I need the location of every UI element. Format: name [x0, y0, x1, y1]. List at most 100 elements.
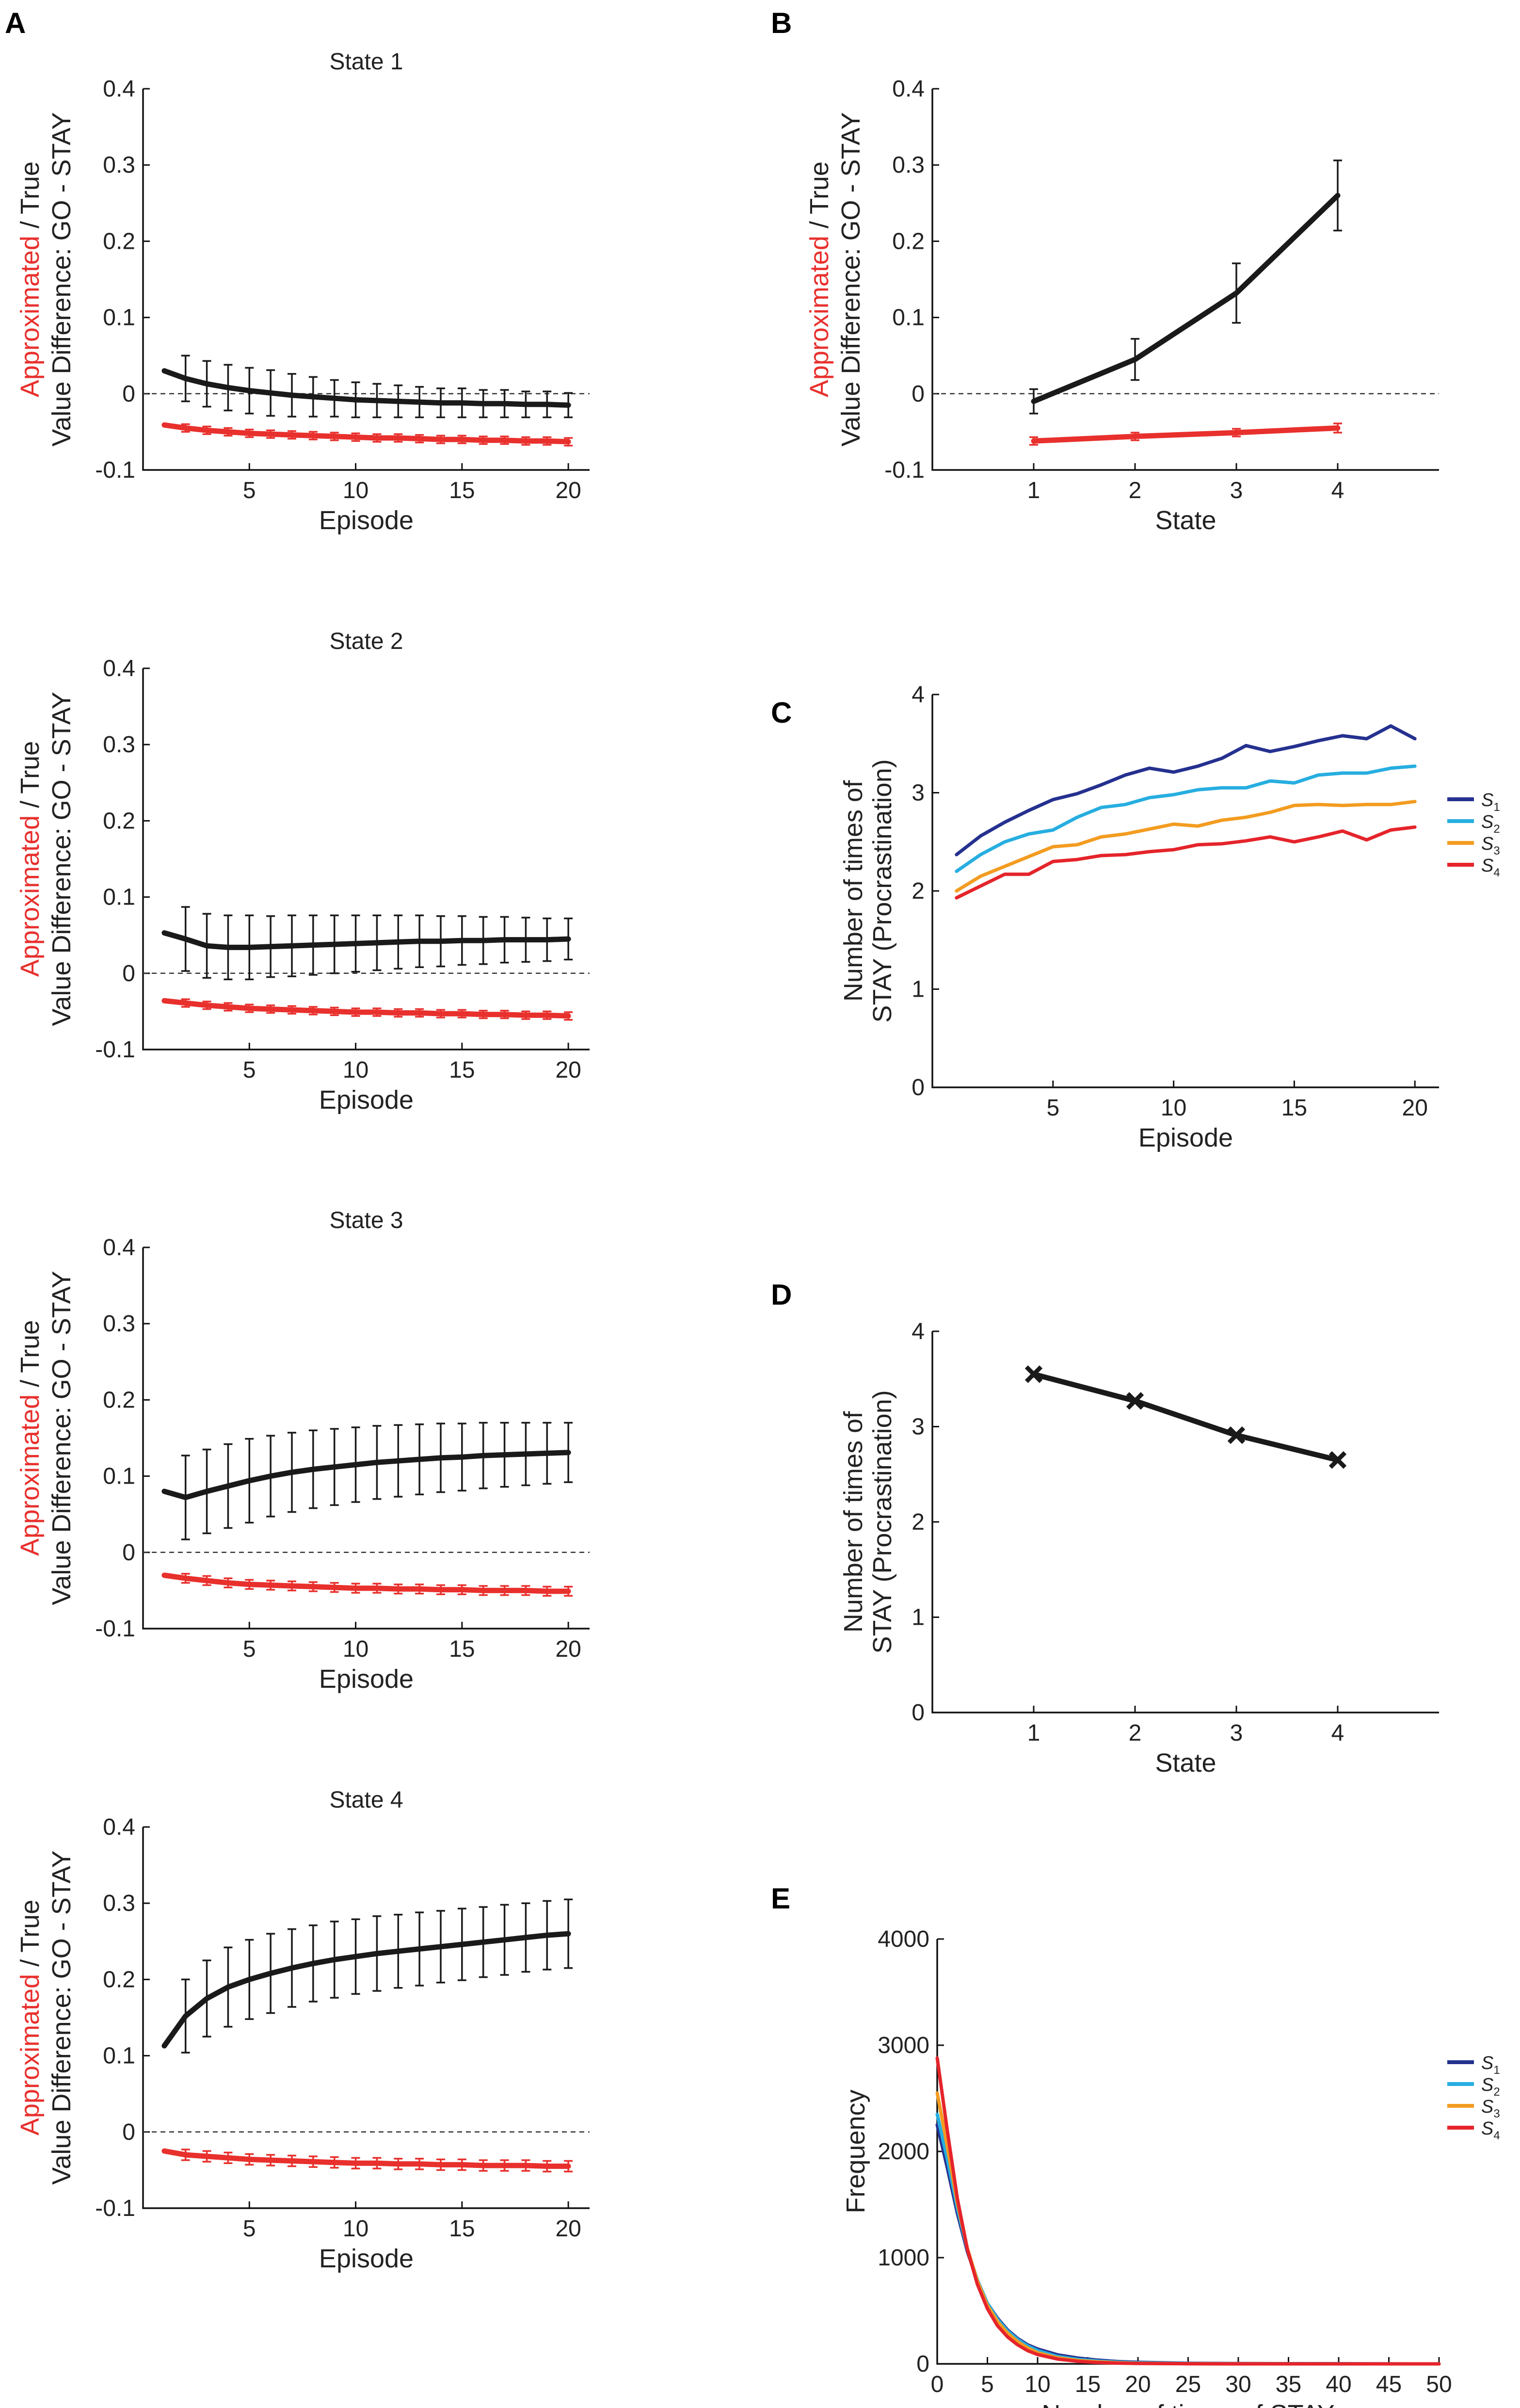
y-tick-label: 0.3: [103, 1891, 135, 1916]
error-bar: [372, 383, 382, 419]
error-bar: [479, 2159, 488, 2172]
y-tick-label: -0.1: [95, 457, 135, 483]
error-bar: [245, 914, 254, 981]
error-bar: [288, 1928, 296, 2008]
error-bar: [1333, 422, 1342, 434]
error-bar: [500, 1422, 509, 1488]
x-tick-label: 20: [1402, 1095, 1428, 1121]
y-tick-label: 0: [912, 1700, 925, 1726]
y-tick-label: 0: [912, 1075, 925, 1100]
error-bar: [415, 2158, 424, 2170]
x-tick-label: 10: [343, 2216, 368, 2242]
error-bar: [415, 1423, 424, 1496]
error-bar: [500, 1904, 509, 1976]
error-bar: [564, 917, 573, 961]
error-bar: [288, 373, 296, 418]
y-tick-label: 4: [912, 682, 925, 708]
series-line-approximated: [161, 2148, 571, 2169]
y-tick-label: 0.4: [103, 1235, 135, 1261]
y-tick-label: 0.4: [103, 1814, 135, 1840]
x-axis-label: Episode: [319, 1665, 414, 1694]
error-bar: [181, 998, 190, 1008]
error-bar: [521, 1010, 530, 1020]
error-bar: [266, 429, 275, 439]
x-tick-label: 20: [1125, 2372, 1151, 2397]
error-bar: [436, 1584, 445, 1596]
series-line-s4: [935, 2056, 1441, 2366]
error-bar: [457, 2158, 466, 2171]
legend-label-subscript: 1: [1493, 801, 1500, 814]
error-bar: [266, 1004, 275, 1014]
error-bar: [308, 2155, 318, 2168]
y-label-approximated: Approximated: [16, 236, 45, 397]
error-bar: [372, 1583, 382, 1594]
x-tick-label: 5: [981, 2372, 994, 2397]
error-bar: [224, 1002, 233, 1012]
error-bar: [224, 364, 233, 412]
error-bar: [288, 914, 296, 977]
legend-label: S3: [1481, 2097, 1500, 2120]
error-bar: [394, 2158, 403, 2170]
chart-c: 0 1 2 3 4 5 10 15 20 Episode Number of times of STA…: [839, 682, 1500, 1152]
series-line-approximated: [161, 1572, 571, 1594]
error-bar: [457, 1009, 466, 1018]
error-bar: [245, 367, 254, 415]
x-tick-label: 10: [1161, 1095, 1186, 1121]
y-label-true: / True: [805, 162, 834, 236]
error-bar: [224, 2151, 233, 2164]
y-label-approximated: Approximated: [16, 815, 45, 977]
error-bar: [436, 1009, 445, 1018]
error-bar: [308, 376, 318, 418]
error-bar: [436, 1422, 445, 1493]
legend-label-base: S: [1481, 790, 1493, 810]
x-tick-label: 20: [555, 1636, 581, 1662]
x-tick-label: 30: [1225, 2372, 1251, 2397]
error-bar: [202, 1448, 211, 1535]
error-bar: [543, 1900, 552, 1971]
series-line-approximated: [161, 998, 571, 1019]
series-line-approximated: [161, 422, 571, 445]
y-axis-label: Number of times of: [839, 1411, 868, 1632]
y-tick-label: 0: [122, 961, 135, 986]
error-bar: [479, 1422, 488, 1489]
error-bar: [202, 2150, 211, 2163]
error-bar: [372, 914, 382, 971]
legend-label-subscript: 4: [1493, 866, 1500, 879]
y-tick-label: 0.1: [103, 885, 135, 910]
error-bar: [1131, 432, 1139, 441]
y-axis-label-line2: Value Difference: GO - STAY: [836, 112, 865, 446]
error-bar: [457, 1422, 466, 1492]
error-bar: [351, 381, 360, 419]
x-tick-label: 15: [449, 2216, 475, 2242]
error-bar: [245, 1003, 254, 1013]
chart-b: -0.1 0 0.1 0.2 0.3 0.4 1 2 3 4 State Approximated /…: [805, 76, 1439, 535]
panel-label-c: C: [771, 696, 792, 729]
error-bar: [181, 1978, 190, 2054]
x-tick-label: 0: [931, 2372, 944, 2397]
series-line-s2: [935, 2112, 1441, 2366]
axes-frame: [142, 1247, 590, 1630]
chart-e: 0 1000 2000 3000 4000 0 5 10 15 20 25 30 35 40 45 50 Num…: [841, 1926, 1500, 2408]
error-bar: [521, 917, 530, 963]
legend-label-subscript: 1: [1493, 2064, 1500, 2077]
error-bar: [543, 2160, 552, 2173]
series-line-true: [161, 1450, 571, 1501]
error-bar: [308, 1581, 318, 1592]
x-tick-label: 5: [243, 478, 256, 503]
error-bar: [500, 1010, 509, 1019]
x-tick-label: 35: [1276, 2372, 1301, 2397]
legend-label-subscript: 2: [1493, 2085, 1500, 2099]
y-tick-label: -0.1: [884, 457, 925, 483]
error-bar: [330, 1428, 339, 1506]
error-bar: [266, 1435, 275, 1518]
legend-label-subscript: 2: [1493, 823, 1500, 836]
x-tick-label: 10: [1024, 2372, 1050, 2397]
chart-title: State 2: [329, 629, 403, 654]
axes-frame: [931, 89, 1439, 471]
chart-a4: -0.1 0 0.1 0.2 0.3 0.4 5 10 15 20 State 4 Episode Ap…: [16, 1787, 590, 2273]
error-bar: [564, 2160, 573, 2173]
x-axis-label: State: [1155, 506, 1216, 535]
error-bar: [351, 1007, 360, 1017]
error-bar: [521, 390, 530, 419]
